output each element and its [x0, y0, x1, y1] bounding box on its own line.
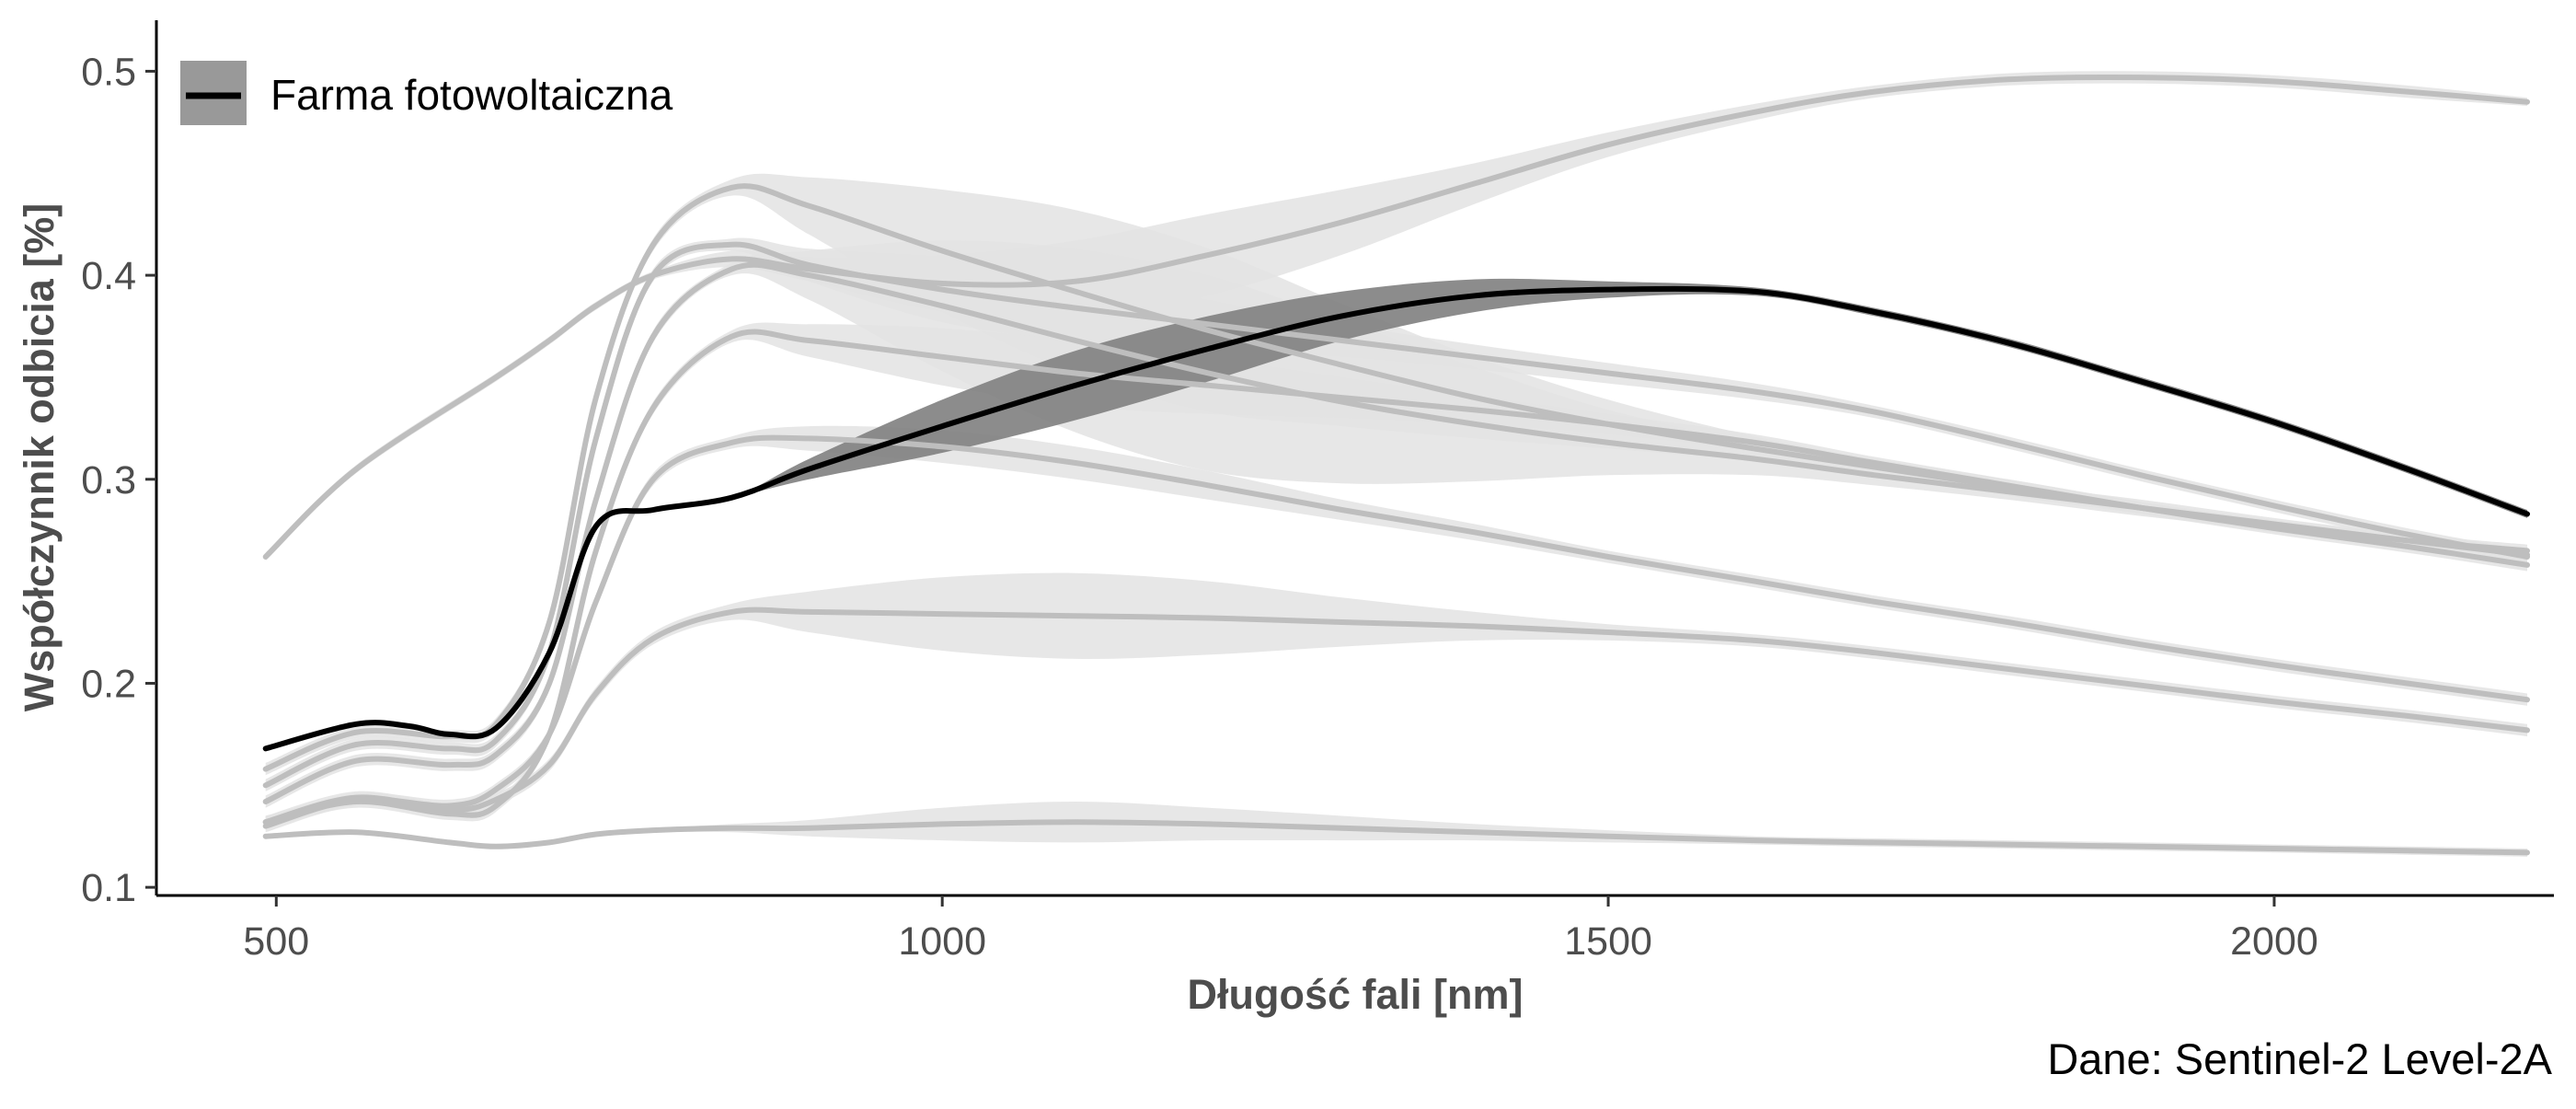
- line-highlight-series: [262, 285, 2530, 752]
- y-tick-label-1: 0.2: [81, 662, 136, 706]
- y-ticks: 0.1 0.2 0.3 0.4 0.5: [81, 50, 156, 910]
- legend-label: Farma fotowoltaiczna: [270, 71, 673, 119]
- y-tick-label-4: 0.5: [81, 50, 136, 94]
- y-tick-label-3: 0.4: [81, 254, 136, 298]
- x-tick-label-0: 500: [243, 919, 309, 964]
- band-series-7: [265, 572, 2528, 828]
- line-series-7: [262, 606, 2530, 826]
- x-tick-label-1: 1000: [898, 919, 986, 964]
- x-axis-title: Długość fali [nm]: [1187, 971, 1523, 1018]
- band-series-4: [265, 240, 2528, 808]
- y-tick-label-0: 0.1: [81, 866, 136, 910]
- x-tick-label-2: 1500: [1564, 919, 1652, 964]
- x-ticks: 500 1000 1500 2000: [243, 895, 2318, 964]
- line-series-1: [262, 74, 2530, 560]
- series-lines: [262, 74, 2530, 856]
- line-series-6: [262, 434, 2530, 829]
- caption: Dane: Sentinel-2 Level-2A: [2047, 1034, 2552, 1083]
- line-series-8: [262, 819, 2530, 856]
- x-tick-label-3: 2000: [2230, 919, 2318, 964]
- y-axis-title: Współczynnik odbicia [%]: [16, 203, 63, 712]
- legend: Farma fotowoltaiczna: [180, 61, 673, 125]
- y-tick-label-2: 0.3: [81, 458, 136, 503]
- axes: [155, 20, 2554, 897]
